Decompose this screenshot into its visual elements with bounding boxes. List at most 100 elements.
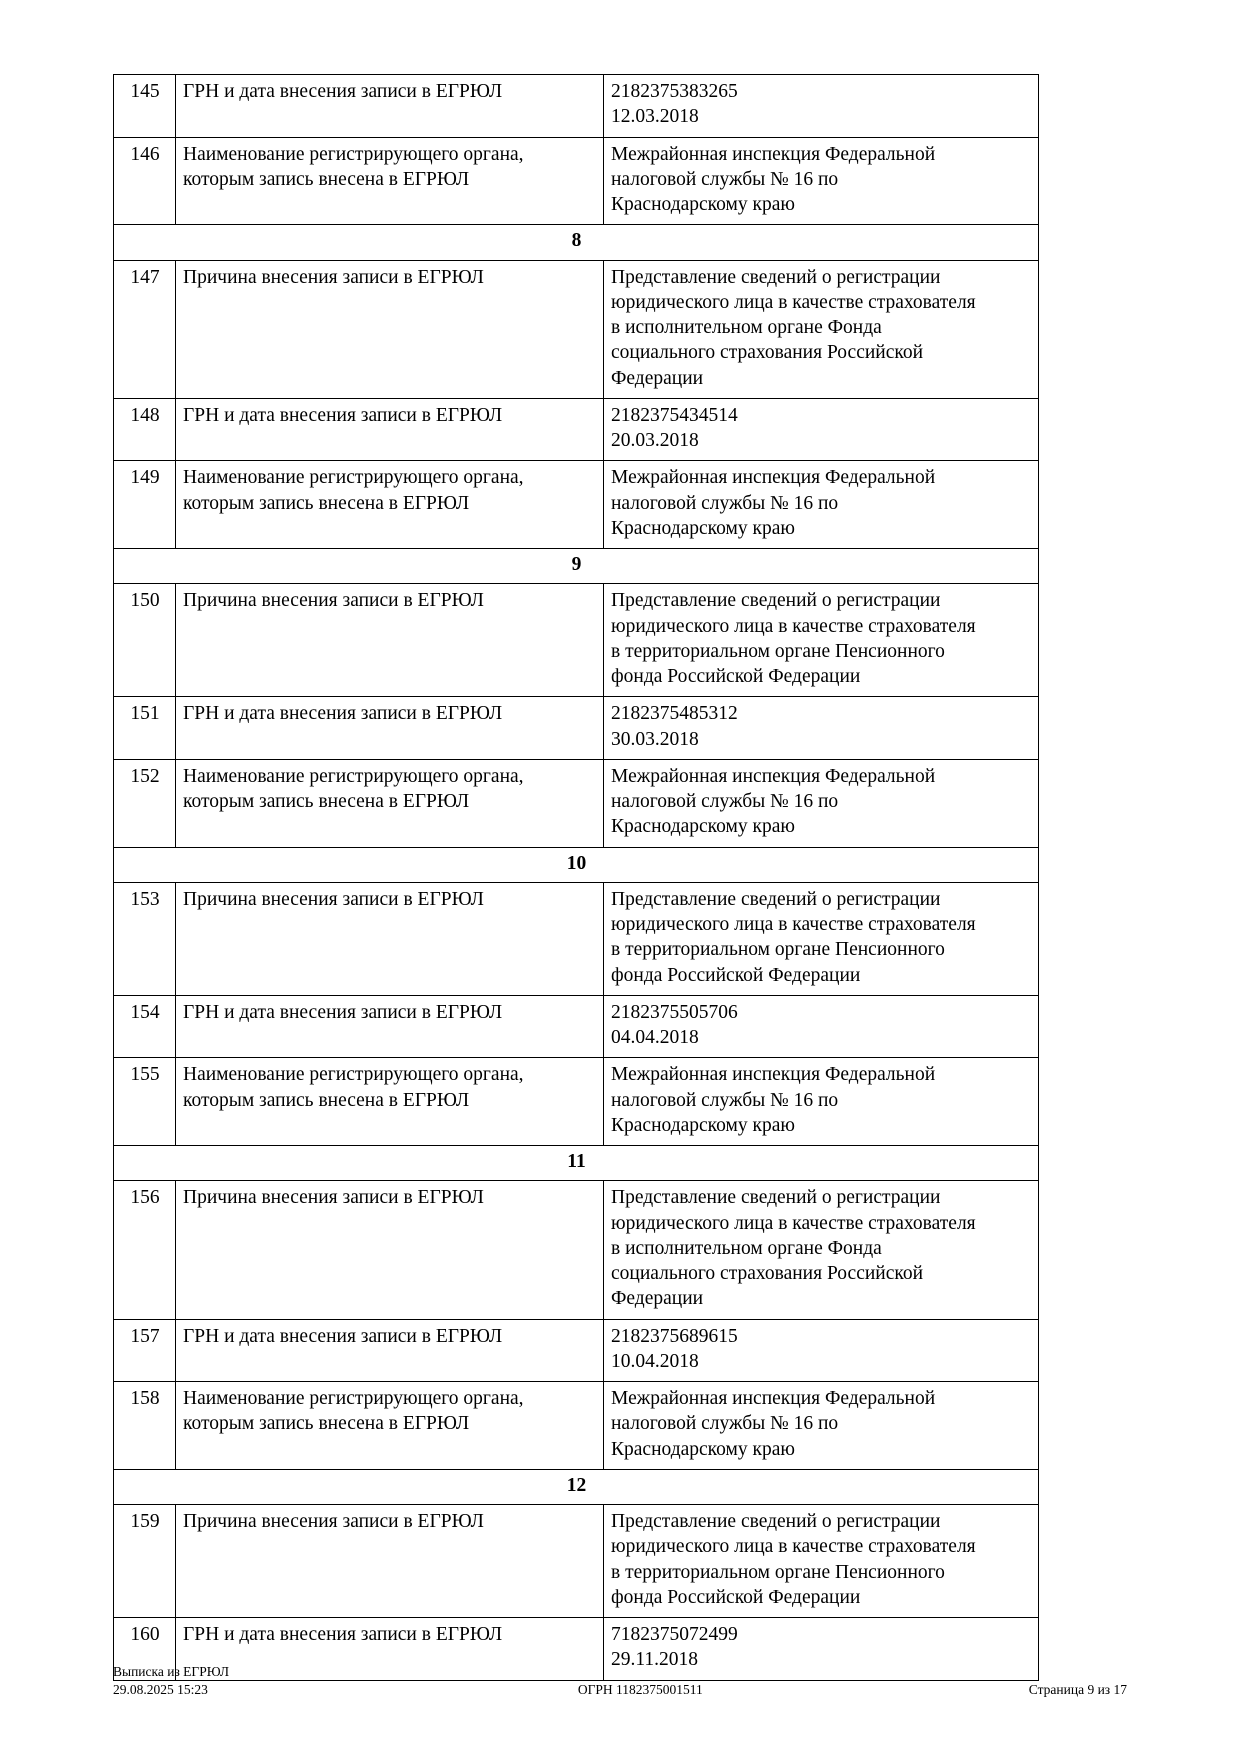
row-field-value: 2182375434514 20.03.2018 bbox=[603, 397, 1039, 462]
row-field-value: Представление сведений о регистрации юрид… bbox=[603, 259, 1039, 399]
section-header-row: 11 bbox=[113, 1144, 1039, 1182]
section-header-label: 12 bbox=[113, 1468, 1039, 1506]
row-field-value: Межрайонная инспекция Федеральной налогов… bbox=[603, 1057, 1039, 1146]
row-field-value: Межрайонная инспекция Федеральной налогов… bbox=[603, 460, 1039, 549]
value-line: юридического лица в качестве страховател… bbox=[611, 1212, 976, 1234]
row-field-label: Причина внесения записи в ЕГРЮЛ bbox=[175, 259, 604, 399]
value-line: в территориальном органе Пенсионного bbox=[611, 939, 945, 961]
row-field-value: 2182375505706 04.04.2018 bbox=[603, 994, 1039, 1059]
footer-bottom-line: 29.08.2025 15:23 ОГРН 1182375001511 Стра… bbox=[113, 1681, 1127, 1699]
value-line: в территориальном органе Пенсионного bbox=[611, 1561, 945, 1583]
row-field-value: Межрайонная инспекция Федеральной налогов… bbox=[603, 1381, 1039, 1470]
value-line: Представление сведений о регистрации bbox=[611, 266, 941, 288]
value-line: Представление сведений о регистрации bbox=[611, 1511, 941, 1532]
value-line: фонда Российской Федерации bbox=[611, 964, 861, 986]
value-line: Межрайонная инспекция Федеральной bbox=[611, 1064, 936, 1086]
value-line: налоговой службы № 16 по bbox=[611, 1089, 839, 1111]
row-field-value: Представление сведений о регистрации юрид… bbox=[603, 583, 1039, 698]
table-row: 149 Наименование регистрирующего органа, … bbox=[113, 460, 1039, 549]
value-line: 2182375485312 bbox=[611, 703, 738, 725]
row-field-label: ГРН и дата внесения записи в ЕГРЮЛ bbox=[175, 397, 604, 462]
value-line: юридического лица в качестве страховател… bbox=[611, 1536, 976, 1558]
table-row: 151 ГРН и дата внесения записи в ЕГРЮЛ 218… bbox=[113, 696, 1039, 760]
value-line: 04.04.2018 bbox=[611, 1027, 699, 1048]
value-line: Представление сведений о регистрации bbox=[611, 1187, 941, 1209]
row-field-value: Представление сведений о регистрации юрид… bbox=[603, 1180, 1039, 1320]
row-field-label: Причина внесения записи в ЕГРЮЛ bbox=[175, 1180, 604, 1320]
value-line: 2182375505706 bbox=[611, 1001, 738, 1023]
row-number: 158 bbox=[113, 1381, 176, 1470]
section-header-label: 8 bbox=[113, 224, 1039, 261]
row-field-value: 2182375689615 10.04.2018 bbox=[603, 1318, 1039, 1382]
section-header-row: 10 bbox=[113, 846, 1039, 883]
value-line: фонда Российской Федерации bbox=[611, 666, 861, 687]
row-field-value: 7182375072499 29.11.2018 bbox=[603, 1617, 1039, 1681]
footer-ogrn: ОГРН 1182375001511 bbox=[577, 1682, 703, 1698]
section-header-label: 11 bbox=[113, 1144, 1039, 1182]
row-field-label: ГРН и дата внесения записи в ЕГРЮЛ bbox=[175, 1617, 604, 1681]
row-field-value: Представление сведений о регистрации юрид… bbox=[603, 1504, 1039, 1618]
row-field-value: Межрайонная инспекция Федеральной налогов… bbox=[603, 136, 1039, 226]
row-number: 159 bbox=[113, 1504, 176, 1618]
section-header-row: 8 bbox=[113, 224, 1039, 261]
row-field-label: ГРН и дата внесения записи в ЕГРЮЛ bbox=[175, 994, 604, 1059]
table-row: 146 Наименование регистрирующего органа, … bbox=[113, 136, 1039, 226]
table-row: 159 Причина внесения записи в ЕГРЮЛ Предст… bbox=[113, 1504, 1039, 1618]
value-line: Федерации bbox=[611, 367, 704, 389]
egrul-records-table: 145 ГРН и дата внесения записи в ЕГРЮЛ 218… bbox=[113, 74, 1039, 1681]
row-field-label: Причина внесения записи в ЕГРЮЛ bbox=[175, 1504, 604, 1618]
value-line: в территориальном органе Пенсионного bbox=[611, 640, 945, 662]
section-header-row: 9 bbox=[113, 547, 1039, 585]
table-row: 154 ГРН и дата внесения записи в ЕГРЮЛ 218… bbox=[113, 994, 1039, 1059]
row-number: 153 bbox=[113, 881, 176, 996]
table-row: 145 ГРН и дата внесения записи в ЕГРЮЛ 218… bbox=[113, 74, 1039, 138]
table-row: 156 Причина внесения записи в ЕГРЮЛ Предст… bbox=[113, 1180, 1039, 1320]
value-line: Межрайонная инспекция Федеральной bbox=[611, 1388, 936, 1409]
value-line: 30.03.2018 bbox=[611, 728, 699, 750]
row-field-label: ГРН и дата внесения записи в ЕГРЮЛ bbox=[175, 74, 604, 138]
value-line: Краснодарскому краю bbox=[611, 194, 795, 215]
value-line: в исполнительном органе Фонда bbox=[611, 317, 882, 338]
row-number: 157 bbox=[113, 1318, 176, 1382]
row-number: 146 bbox=[113, 136, 176, 226]
footer-doc-title: Выписка из ЕГРЮЛ bbox=[113, 1664, 230, 1679]
table-row: 158 Наименование регистрирующего органа, … bbox=[113, 1381, 1039, 1470]
value-line: 29.11.2018 bbox=[611, 1649, 699, 1671]
row-field-label: Наименование регистрирующего органа, кот… bbox=[175, 1381, 604, 1470]
value-line: 2182375383265 bbox=[611, 81, 738, 102]
row-field-label: Наименование регистрирующего органа, кот… bbox=[175, 758, 604, 848]
value-line: Краснодарскому краю bbox=[611, 517, 795, 539]
page-footer: Выписка из ЕГРЮЛ 29.08.2025 15:23 ОГРН 1… bbox=[113, 1663, 1127, 1699]
value-line: Межрайонная инспекция Федеральной bbox=[611, 765, 936, 787]
footer-timestamp: 29.08.2025 15:23 bbox=[113, 1682, 208, 1698]
row-number: 151 bbox=[113, 696, 176, 760]
footer-page-number: Страница 9 из 17 bbox=[1028, 1682, 1127, 1698]
row-field-label: Наименование регистрирующего органа, кот… bbox=[175, 136, 604, 226]
value-line: в исполнительном органе Фонда bbox=[611, 1237, 882, 1259]
value-line: Краснодарскому краю bbox=[611, 816, 795, 838]
row-field-label: ГРН и дата внесения записи в ЕГРЮЛ bbox=[175, 1318, 604, 1382]
table-row: 160 ГРН и дата внесения записи в ЕГРЮЛ 718… bbox=[113, 1617, 1039, 1681]
row-number: 152 bbox=[113, 758, 176, 848]
value-line: юридического лица в качестве страховател… bbox=[611, 914, 976, 935]
value-line: юридического лица в качестве страховател… bbox=[611, 615, 976, 637]
value-line: фонда Российской Федерации bbox=[611, 1586, 861, 1608]
table-row: 148 ГРН и дата внесения записи в ЕГРЮЛ 218… bbox=[113, 397, 1039, 462]
table-row: 157 ГРН и дата внесения записи в ЕГРЮЛ 218… bbox=[113, 1318, 1039, 1382]
table-row: 153 Причина внесения записи в ЕГРЮЛ Предст… bbox=[113, 881, 1039, 996]
row-field-label: Причина внесения записи в ЕГРЮЛ bbox=[175, 881, 604, 996]
row-number: 145 bbox=[113, 74, 176, 138]
row-number: 156 bbox=[113, 1180, 176, 1320]
section-header-label: 10 bbox=[113, 846, 1039, 883]
egrul-table-body: 145 ГРН и дата внесения записи в ЕГРЮЛ 218… bbox=[113, 74, 1039, 1681]
value-line: Межрайонная инспекция Федеральной bbox=[611, 467, 936, 489]
value-line: 2182375689615 bbox=[611, 1325, 738, 1347]
table-row: 147 Причина внесения записи в ЕГРЮЛ Предст… bbox=[113, 259, 1039, 399]
value-line: налоговой службы № 16 по bbox=[611, 168, 839, 190]
value-line: налоговой службы № 16 по bbox=[611, 1413, 839, 1435]
value-line: социального страхования Российской bbox=[611, 342, 924, 364]
value-line: 12.03.2018 bbox=[611, 106, 699, 128]
row-field-value: 2182375383265 12.03.2018 bbox=[603, 74, 1039, 138]
value-line: Представление сведений о регистрации bbox=[611, 888, 941, 910]
